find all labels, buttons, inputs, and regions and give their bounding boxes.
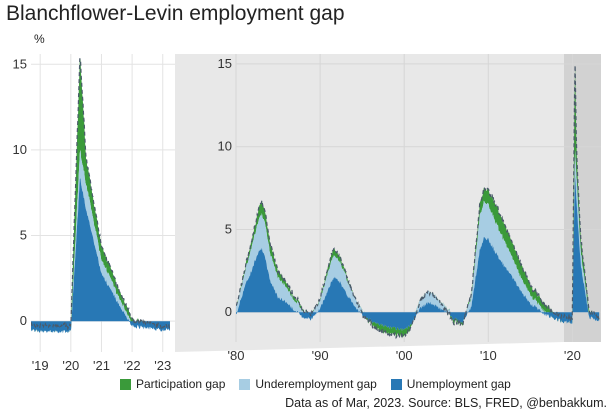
panel-background (236, 54, 601, 342)
y-tick-label: 0 (20, 313, 27, 328)
series-area-unemployment-gap (236, 176, 600, 332)
series-area-underemployment-gap (236, 150, 600, 332)
x-tick-label: '19 (32, 358, 49, 373)
x-tick-label: '23 (154, 358, 171, 373)
x-tick-label: '90 (312, 348, 329, 363)
total-gap-dashed-line (31, 58, 171, 332)
x-tick-label: '00 (396, 348, 413, 363)
y-tick-label: 5 (225, 221, 232, 236)
x-tick-label: '80 (228, 348, 245, 363)
x-tick-label: '22 (124, 358, 141, 373)
legend: Participation gap Underemployment gap Un… (120, 377, 511, 391)
source-note: Data as of Mar, 2023. Source: BLS, FRED,… (285, 396, 607, 410)
y-tick-label: 15 (13, 56, 27, 71)
legend-item-unemployment: Unemployment gap (390, 377, 511, 391)
plot-area (236, 65, 600, 340)
legend-item-participation: Participation gap (120, 377, 225, 391)
legend-label-underemployment: Underemployment gap (255, 377, 377, 391)
y-tick-label: 10 (13, 142, 27, 157)
plot-area (31, 58, 171, 334)
y-tick-label: 10 (218, 139, 232, 154)
series-area-unemployment-gap (31, 178, 170, 334)
x-tick-label: '21 (93, 358, 110, 373)
chart-title: Blanchflower-Levin employment gap (6, 2, 345, 25)
legend-swatch-participation (120, 378, 131, 390)
total-gap-dashed-line (236, 65, 600, 340)
y-tick-label: 15 (218, 56, 232, 71)
legend-swatch-unemployment (390, 378, 402, 390)
zoom-panel-2019-2023: 0 5 10 15 '19 '20 '21 '22 '23 (13, 54, 175, 373)
full-history-panel-1980-2023: 0 5 10 15 '80 '90 '00 '10 '20 (218, 54, 601, 363)
x-tick-label: '10 (480, 348, 497, 363)
y-unit-label: % (34, 32, 45, 46)
legend-swatch-underemployment (239, 378, 251, 390)
legend-label-unemployment: Unemployment gap (406, 377, 511, 391)
legend-item-underemployment: Underemployment gap (239, 377, 377, 391)
x-tick-label: '20 (564, 348, 581, 363)
y-tick-label: 0 (225, 304, 232, 319)
legend-label-participation: Participation gap (136, 377, 226, 391)
y-tick-label: 5 (20, 228, 27, 243)
x-tick-label: '20 (62, 358, 79, 373)
